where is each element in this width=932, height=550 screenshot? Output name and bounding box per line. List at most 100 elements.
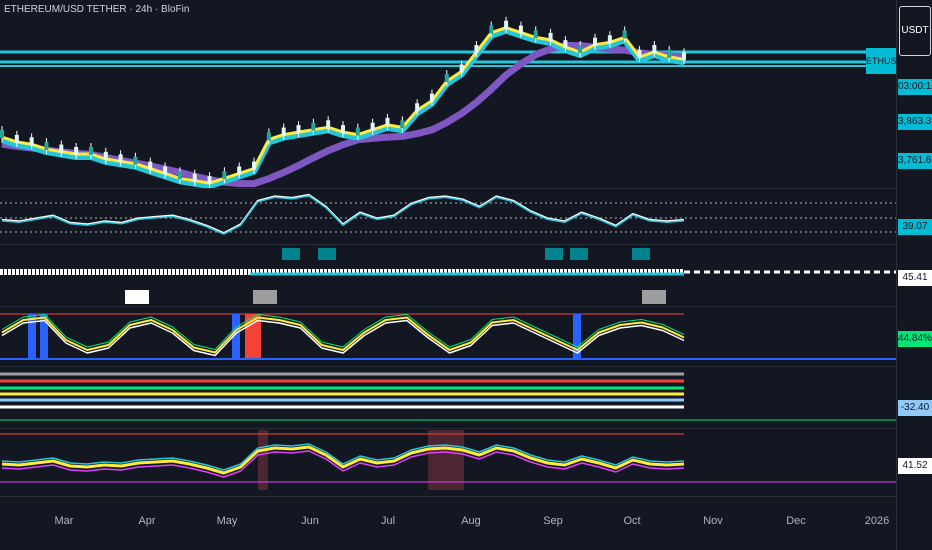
pane-divider-4[interactable]: [0, 366, 896, 367]
candle-body: [177, 171, 182, 180]
candle-body: [29, 137, 34, 146]
candle-body: [533, 30, 538, 39]
stoch-zone-bar-3: [245, 314, 253, 358]
candle-body: [281, 127, 286, 136]
signal-box-0: [125, 290, 149, 304]
candle-body: [74, 147, 79, 155]
x-tick-label: Oct: [623, 515, 641, 527]
candle-body: [504, 20, 509, 29]
candle-body: [341, 125, 345, 134]
candle-body: [148, 161, 153, 170]
stoch-zone-bar-0: [28, 314, 36, 358]
currency-badge[interactable]: USDT: [899, 6, 931, 56]
symbol-tag: ETHUSDT: [866, 48, 896, 74]
candle-body: [252, 161, 257, 170]
x-tick-label: Jul: [380, 515, 396, 527]
candle-body: [355, 127, 360, 136]
pane-divider-6[interactable]: [0, 496, 896, 497]
candle-body: [163, 166, 168, 175]
candle-body: [370, 122, 375, 131]
candle-body: [652, 45, 657, 53]
x-tick-label: Apr: [138, 515, 156, 527]
x-tick-label: Nov: [703, 515, 723, 527]
candle-body: [622, 30, 627, 39]
osc-main-line: [1, 195, 685, 235]
candle-body: [296, 125, 301, 134]
stoch-zone-bar-4: [253, 314, 261, 358]
candle-body: [118, 154, 123, 163]
candle-body: [133, 156, 138, 165]
candle-body: [578, 45, 583, 53]
candle-body: [563, 40, 568, 49]
price-axis-label: 03:00:12: [898, 79, 932, 95]
candle-body: [474, 45, 479, 53]
candle-body: [667, 49, 672, 58]
candle-body: [0, 130, 4, 138]
bottom-zone-0: [258, 430, 268, 490]
bottom-zone-1: [428, 430, 464, 490]
candle-body: [192, 173, 197, 182]
candle-body: [607, 35, 612, 44]
stoch-aux-line: [1, 314, 685, 350]
candle-body: [459, 64, 464, 73]
signal-marker-1: [318, 248, 336, 260]
pane-divider-2[interactable]: [0, 244, 896, 245]
signal-marker-0: [282, 248, 300, 260]
x-tick-label: Mar: [54, 515, 74, 527]
candle-body: [103, 151, 108, 160]
candle-body: [237, 166, 242, 175]
candle-body: [400, 120, 405, 129]
candle-body: [222, 171, 227, 180]
signal-marker-2: [545, 248, 563, 260]
candle-body: [88, 147, 93, 155]
candle-body: [548, 32, 553, 41]
price-axis-label: 41.52: [898, 458, 932, 474]
candle-body: [489, 25, 494, 34]
x-tick-label: Jun: [301, 515, 319, 527]
candle-body: [415, 103, 420, 112]
candle-body: [518, 25, 523, 34]
x-tick-label: 2026: [864, 515, 890, 527]
price-axis-label: 3,761.69: [898, 153, 932, 169]
candle-body: [593, 37, 598, 46]
bottom-main-line: [1, 445, 685, 475]
price-axis-label: 39.07: [898, 219, 932, 235]
price-axis-label: 45.41: [898, 270, 932, 286]
candle-body: [637, 49, 642, 58]
candle-body: [44, 142, 49, 151]
candle-body: [429, 93, 434, 102]
stoch-zone-bar-2: [232, 314, 240, 358]
candle-body: [326, 120, 331, 129]
signal-box-2: [642, 290, 666, 304]
ma-mid-line: [1, 27, 685, 190]
x-tick-label: May: [216, 515, 238, 527]
candle-body: [59, 144, 64, 153]
pane-divider-5[interactable]: [0, 428, 896, 429]
stoch-k-line: [1, 316, 685, 354]
pane-divider-1[interactable]: [0, 188, 896, 189]
signal-marker-4: [632, 248, 650, 260]
x-tick-label: Sep: [543, 515, 563, 527]
candle-body: [311, 122, 316, 131]
stoch-zone-bar-1: [40, 314, 48, 358]
stoch-zone-bar-5: [573, 314, 581, 358]
price-axis-label: 44.84%: [898, 331, 932, 347]
bottom-signal-line: [1, 450, 685, 478]
chart-title: ETHEREUM/USD TETHER · 24h · BloFin: [4, 4, 190, 15]
price-axis-label: 3,863.36: [898, 114, 932, 130]
signal-box-1: [253, 290, 277, 304]
x-tick-label: Dec: [786, 515, 806, 527]
candle-body: [14, 134, 19, 143]
candle-body: [444, 74, 449, 83]
stoch-d-line: [1, 319, 685, 357]
price-axis-label: -32.40: [898, 400, 932, 416]
candle-body: [682, 52, 686, 61]
candle-body: [266, 132, 271, 141]
pane-divider-3[interactable]: [0, 306, 896, 307]
candle-body: [385, 117, 390, 126]
bottom-aux-line: [1, 443, 685, 471]
x-tick-label: Aug: [461, 515, 481, 527]
candle-body: [207, 176, 212, 185]
